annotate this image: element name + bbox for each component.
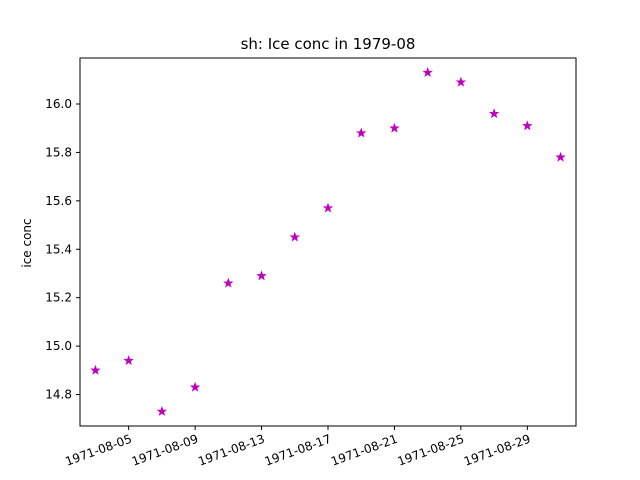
- y-tick-label: 15.6: [45, 194, 72, 208]
- plot-layer: 14.815.015.215.415.615.816.01971-08-0519…: [45, 57, 577, 469]
- data-point-star: [389, 122, 400, 133]
- y-tick-label: 15.2: [45, 291, 72, 305]
- y-axis-label: ice conc: [20, 218, 34, 267]
- y-tick-label: 15.8: [45, 145, 72, 159]
- x-tick-label: 1971-08-25: [396, 432, 466, 469]
- x-tick-label: 1971-08-09: [130, 432, 200, 469]
- data-point-star: [256, 270, 267, 281]
- data-point-star: [522, 120, 533, 131]
- x-tick-label: 1971-08-13: [196, 432, 266, 469]
- chart-title: sh: Ice conc in 1979-08: [241, 35, 416, 53]
- data-point-star: [422, 67, 433, 77]
- data-point-star: [189, 381, 201, 392]
- data-point-star: [322, 202, 334, 213]
- data-point-star: [356, 127, 367, 138]
- plot-frame: [79, 57, 577, 427]
- data-point-star: [289, 231, 300, 242]
- data-point-star: [90, 364, 101, 375]
- x-tick-label: 1971-08-21: [329, 432, 399, 469]
- y-tick-label: 14.8: [45, 388, 72, 402]
- y-tick-label: 15.4: [45, 242, 72, 256]
- data-point-star: [223, 277, 234, 288]
- x-tick-label: 1971-08-29: [462, 432, 532, 469]
- y-tick-label: 15.0: [45, 339, 72, 353]
- data-point-star: [455, 76, 467, 87]
- data-point-star: [123, 355, 134, 366]
- data-point-star: [488, 108, 500, 119]
- data-point-star: [555, 151, 566, 162]
- y-tick-label: 16.0: [45, 97, 72, 111]
- x-tick-label: 1971-08-17: [263, 432, 333, 469]
- data-point-star: [156, 405, 168, 416]
- x-tick-label: 1971-08-05: [63, 432, 133, 469]
